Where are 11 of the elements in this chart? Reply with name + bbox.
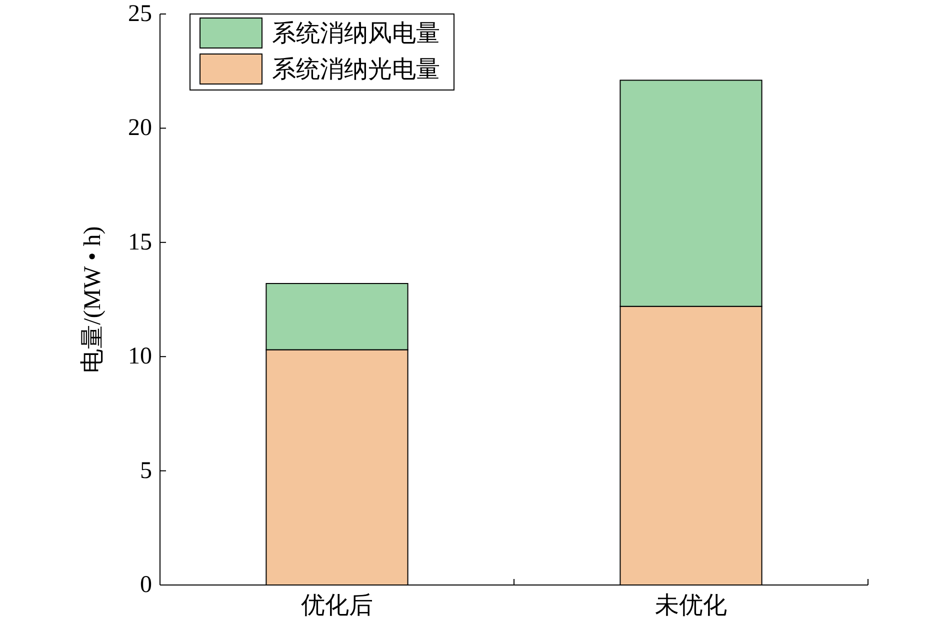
y-tick-label: 25 <box>128 1 152 27</box>
legend-label: 系统消纳风电量 <box>272 20 440 47</box>
x-tick-label: 未优化 <box>655 593 727 619</box>
y-tick-label: 10 <box>128 344 152 370</box>
y-axis-title: 电量/(MW • h) <box>80 226 106 373</box>
legend-label: 系统消纳光电量 <box>272 56 440 83</box>
y-tick-label: 5 <box>140 458 152 484</box>
y-tick-label: 0 <box>140 572 152 598</box>
x-tick-label: 优化后 <box>301 593 373 619</box>
y-tick-label: 15 <box>128 229 152 256</box>
y-tick-label: 20 <box>128 115 152 142</box>
